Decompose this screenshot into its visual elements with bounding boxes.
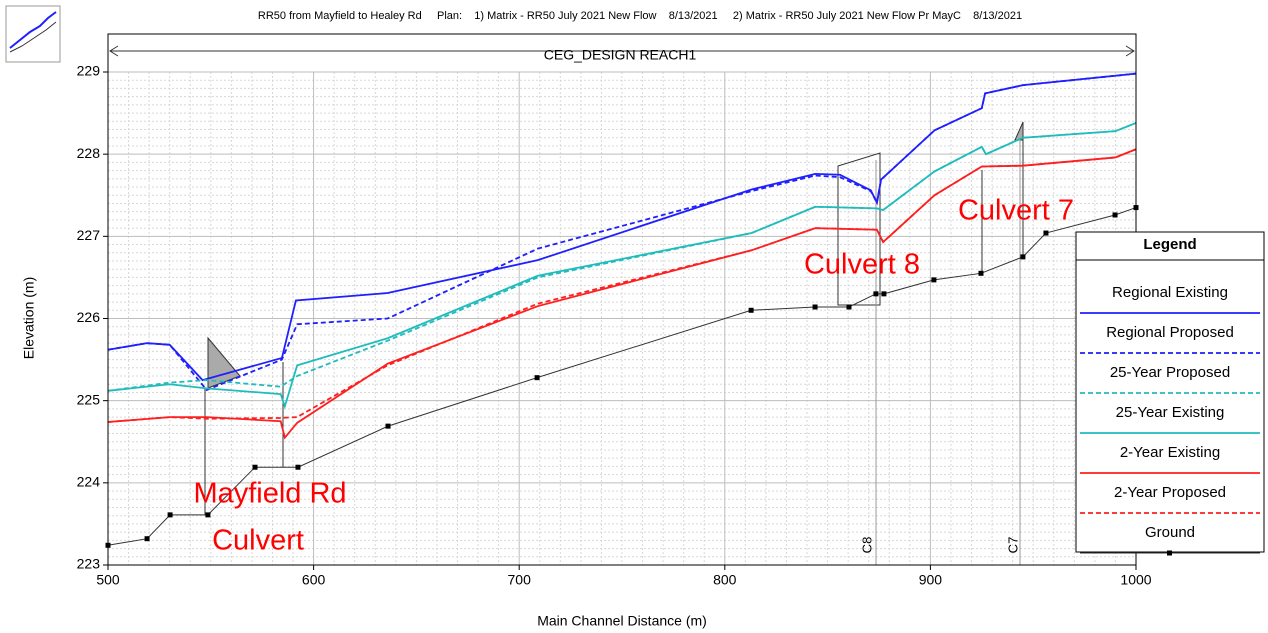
legend-label: Regional Existing	[1112, 284, 1228, 301]
y-tick-label: 228	[77, 145, 101, 161]
legend-label: Regional Proposed	[1106, 324, 1234, 341]
ground-point	[873, 291, 879, 297]
series-line	[107, 122, 1137, 410]
annotation: C8	[859, 537, 874, 554]
legend-label: 2-Year Proposed	[1114, 484, 1226, 501]
thumbnail	[5, 5, 61, 63]
y-axis-title: Elevation (m)	[21, 277, 37, 359]
ground-point	[931, 277, 937, 283]
legend: Legend Regional Existing Regional Propose…	[1075, 231, 1265, 556]
reach-arrow	[109, 45, 1135, 57]
ground-point	[812, 304, 818, 310]
ground-point	[295, 464, 301, 470]
ground-point	[748, 307, 754, 313]
ground-point	[978, 270, 984, 276]
plot	[105, 72, 1139, 548]
annotation: C7	[1005, 537, 1020, 554]
ground-point	[1020, 254, 1026, 260]
ground-point	[144, 536, 150, 542]
series-line	[107, 148, 1137, 423]
ground-point	[846, 304, 852, 310]
x-tick-label: 600	[302, 572, 326, 588]
ground-point	[1043, 230, 1049, 236]
annotation: Culvert 8	[804, 249, 920, 281]
reach-label: CEG_DESIGN REACH1	[544, 47, 697, 63]
grid	[107, 71, 1137, 566]
annotation: Culvert 7	[958, 195, 1074, 227]
legend-label: Ground	[1145, 524, 1195, 541]
x-tick-label: 700	[508, 572, 532, 588]
legend-title: Legend	[1143, 236, 1196, 253]
legend-marker	[1167, 550, 1172, 556]
ground-point	[167, 512, 173, 518]
ground-point	[252, 464, 258, 470]
y-tick-label: 227	[77, 227, 101, 243]
x-tick-label: 900	[919, 572, 943, 588]
annotation: Mayfield Rd	[193, 478, 346, 510]
x-tick-label: 500	[96, 572, 120, 588]
legend-label: 2-Year Existing	[1120, 444, 1220, 461]
y-tick-label: 224	[77, 474, 101, 490]
ground-point	[534, 375, 540, 381]
annotation: Culvert	[212, 525, 304, 557]
ground-point	[881, 291, 887, 297]
chart-title: RR50 from Mayfield to Healey Rd Plan: 1)…	[258, 10, 1022, 22]
ground-point	[205, 512, 211, 518]
legend-label: 25-Year Existing	[1116, 404, 1225, 421]
y-tick-label: 225	[77, 391, 101, 407]
y-tick-label: 223	[77, 556, 101, 572]
x-tick-label: 800	[713, 572, 737, 588]
x-axis-title: Main Channel Distance (m)	[537, 613, 707, 629]
y-tick-label: 226	[77, 309, 101, 325]
legend-label: 25-Year Proposed	[1110, 364, 1230, 381]
x-tick-label: 1000	[1120, 572, 1151, 588]
ground-point	[385, 423, 391, 429]
series-line	[107, 72, 1137, 392]
ground-point	[1112, 212, 1118, 218]
y-tick-label: 229	[77, 63, 101, 79]
